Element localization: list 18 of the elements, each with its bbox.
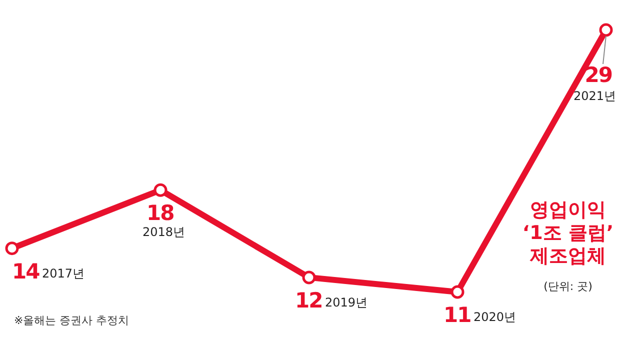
text: 영업이익 ‘1조 클럽’ 제조업체: [522, 199, 614, 267]
x-tick-label: 2017년: [42, 266, 85, 280]
text: (단위: 곳): [544, 280, 592, 293]
text: ※올해는 증권사 추정치: [14, 314, 130, 327]
point: [5, 242, 19, 256]
x-tick-label: 2018년: [142, 225, 186, 240]
data-label: 14: [12, 259, 40, 284]
data-label: 12: [295, 288, 322, 312]
point: [302, 270, 316, 284]
x-tick-label: 2019년: [325, 295, 368, 310]
point: [450, 285, 464, 299]
x-tick-label: 2020년: [474, 310, 516, 324]
point: [154, 183, 168, 197]
x-tick-label: 2021년: [573, 89, 616, 103]
data-label: 18: [146, 201, 174, 226]
point: [599, 23, 613, 37]
data-label: 29: [584, 63, 612, 87]
data-label: 11: [444, 303, 472, 327]
